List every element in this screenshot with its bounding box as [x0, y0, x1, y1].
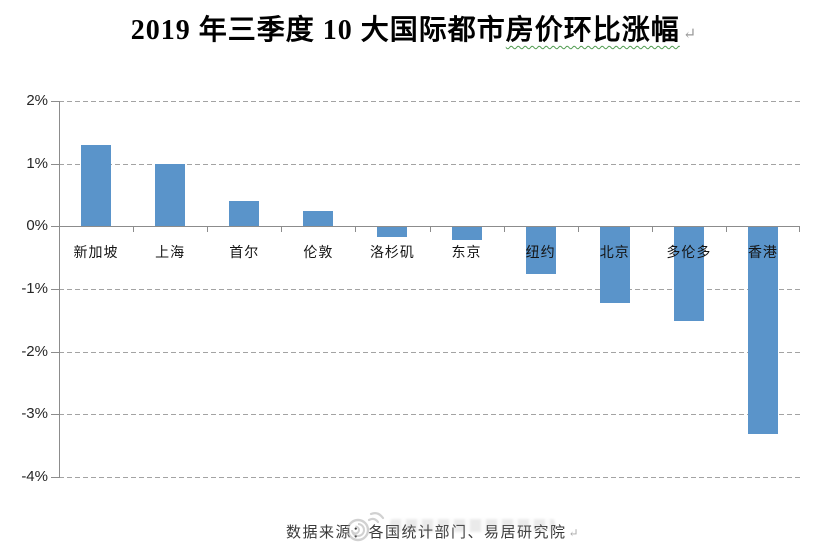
y-axis-label: -2% — [21, 342, 48, 360]
source-note: 数据来源：各国统计部门、易居研究院 ↵ — [0, 521, 828, 542]
x-axis-tick — [651, 227, 653, 233]
gridline--2% — [59, 351, 800, 353]
y-axis-labels: 2% 1% 0% -1% -2% -3% -4% — [0, 0, 50, 549]
x-axis-tick — [799, 227, 800, 233]
category-label: 多伦多 — [666, 246, 712, 261]
bar-8 — [673, 227, 704, 322]
category-label: 洛杉矶 — [369, 246, 415, 261]
y-axis-tick — [51, 163, 59, 165]
y-axis-label: -1% — [21, 280, 48, 297]
category-label: 新加坡 — [73, 246, 119, 261]
x-axis-tick — [207, 227, 209, 233]
gridline-2% — [59, 101, 800, 102]
category-label: 首尔 — [229, 246, 260, 261]
chart-title-text: 2019 年三季度 10 大国际都市 — [130, 15, 506, 46]
source-note-text: 数据来源：各国统计部门、易居研究院 — [285, 525, 567, 541]
gridline-1% — [59, 163, 800, 165]
paragraph-mark-icon: ↵ — [568, 526, 581, 540]
x-axis-line — [59, 226, 800, 228]
x-axis-tick — [355, 227, 357, 233]
gridline--3% — [59, 414, 800, 416]
y-axis-tick — [51, 226, 59, 228]
y-axis-tick — [51, 414, 59, 416]
y-axis-label: -3% — [21, 405, 48, 423]
x-axis-tick — [429, 227, 431, 233]
bar-2 — [229, 201, 260, 227]
x-axis-tick — [725, 227, 727, 233]
category-label: 上海 — [155, 246, 186, 261]
y-axis-tick — [51, 289, 59, 290]
y-axis-label: 2% — [26, 92, 48, 109]
bar-7 — [599, 227, 630, 303]
category-label: 纽约 — [525, 246, 556, 261]
bar-6 — [525, 227, 556, 275]
x-axis-tick — [281, 227, 283, 233]
y-axis-tick — [51, 101, 59, 102]
x-axis-tick — [577, 227, 579, 233]
y-axis-label: 1% — [26, 154, 48, 172]
y-axis-tick — [51, 351, 59, 353]
category-label: 香港 — [747, 246, 778, 261]
gridline--4% — [59, 477, 800, 478]
bar-1 — [155, 163, 186, 227]
y-axis-label: -4% — [21, 468, 48, 485]
y-axis-tick — [51, 477, 59, 478]
plot-area: 新加坡 上海 首尔 伦敦 洛杉矶 东京 纽约 北京 多伦多 香港 — [51, 101, 800, 478]
category-label: 北京 — [599, 246, 630, 261]
bar-9 — [747, 227, 778, 435]
category-label: 东京 — [451, 246, 482, 261]
bar-0 — [81, 144, 112, 227]
y-axis-label: 0% — [26, 217, 48, 235]
paragraph-mark-icon: ↵ — [682, 26, 698, 43]
x-axis-tick — [133, 227, 135, 233]
bar-5 — [451, 227, 482, 240]
y-axis-line — [59, 101, 60, 478]
category-label: 伦敦 — [303, 246, 334, 261]
gridline--1% — [59, 289, 800, 290]
bar-3 — [303, 210, 334, 227]
chart-title: 2019 年三季度 10 大国际都市房价环比涨幅 ↵ — [0, 8, 828, 48]
chart-title-underlined-text: 房价环比涨幅 — [505, 15, 680, 46]
x-axis-tick — [503, 227, 505, 233]
bar-4 — [377, 227, 408, 237]
